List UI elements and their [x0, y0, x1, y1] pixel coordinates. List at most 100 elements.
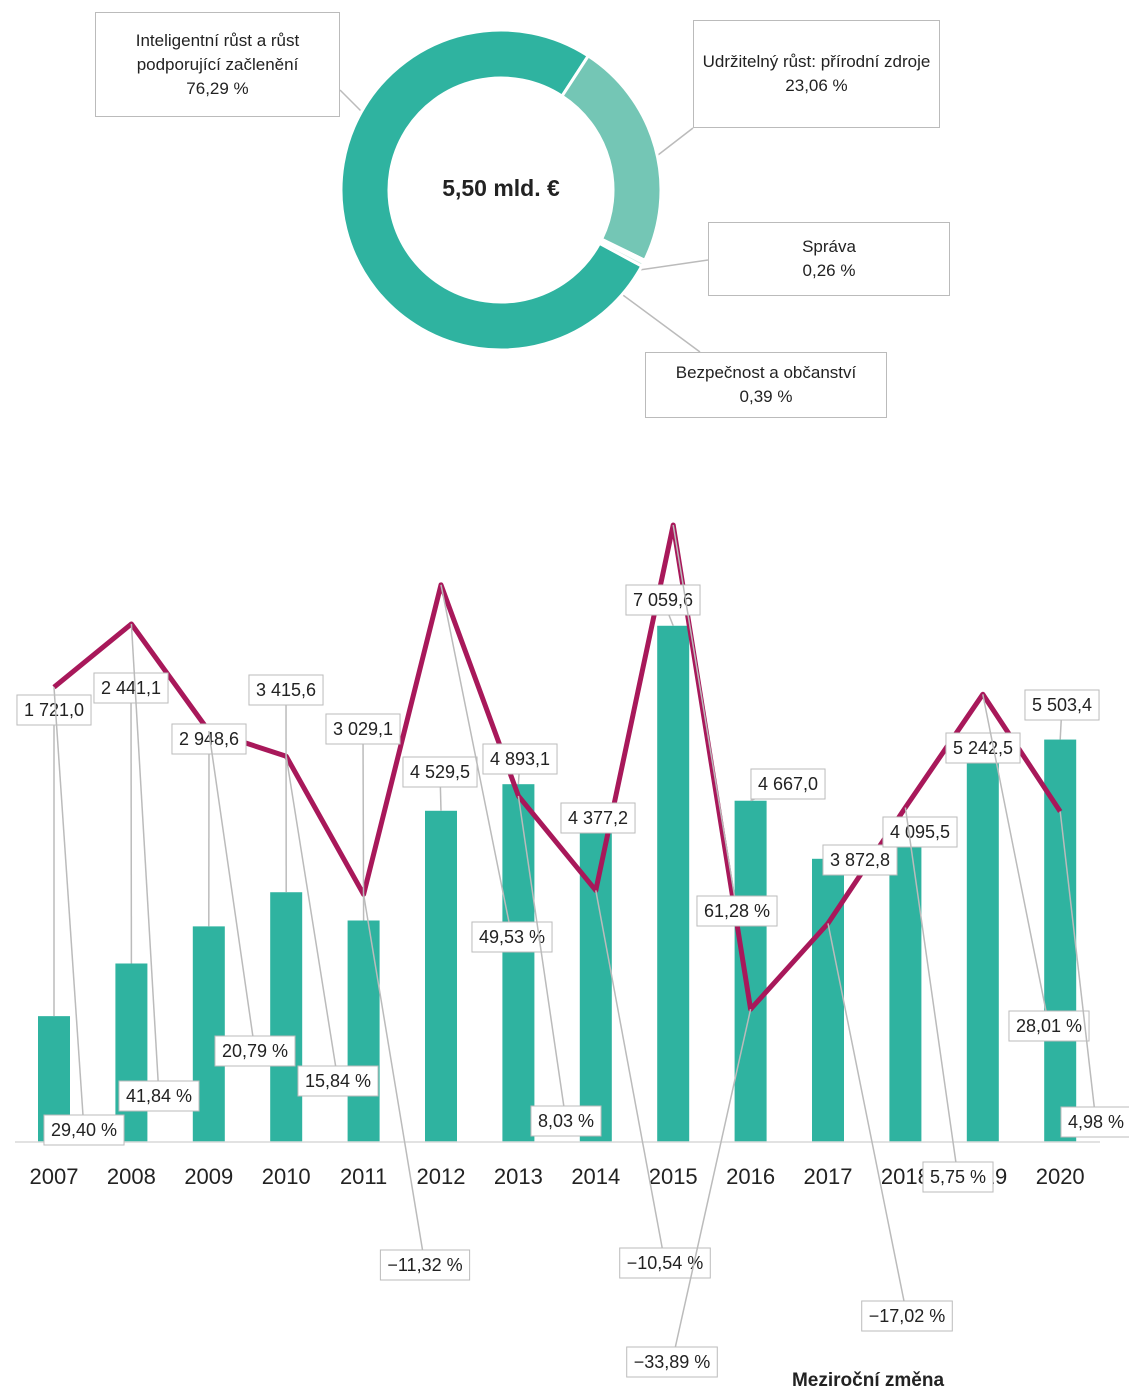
segment-name: Udržitelný růst: přírodní zdroje: [702, 52, 931, 71]
segment-name: Inteligentní růst a růst podporující zač…: [135, 30, 300, 74]
donut-callout: Bezpečnost a občanství 0,39 %: [645, 352, 887, 418]
data-label: 5,75 %: [930, 1167, 986, 1187]
bar: [270, 892, 303, 1142]
data-label-box: [379, 1249, 471, 1281]
data-label-pointer: [440, 584, 513, 938]
bar: [889, 842, 922, 1142]
data-label-box: [297, 1065, 379, 1097]
data-label-box: [861, 1300, 953, 1332]
bar: [425, 810, 457, 1142]
data-label-box: [1060, 1106, 1129, 1138]
x-tick-label: 2010: [262, 1164, 311, 1189]
data-label-pointer: [517, 795, 567, 1122]
segment-value: 0,26 %: [802, 261, 856, 280]
data-label-box: [93, 672, 169, 704]
donut-callout: Správa 0,26 %: [708, 222, 950, 296]
data-label-box: [922, 1161, 994, 1193]
data-label-pointer: [362, 894, 426, 1266]
data-label-pointer: [362, 728, 365, 921]
x-tick-label: 2011: [340, 1164, 387, 1189]
data-label-pointer: [1059, 811, 1097, 1123]
segment-value: 23,06 %: [785, 76, 848, 95]
data-label-pointer: [827, 923, 908, 1317]
data-label: 7 059,6: [633, 590, 693, 610]
x-tick-label: 2016: [726, 1164, 775, 1189]
data-label-box: [214, 1035, 296, 1067]
bar: [966, 758, 999, 1142]
bar: [115, 963, 148, 1142]
data-label: −11,32 %: [387, 1255, 462, 1275]
data-label-pointer: [130, 623, 160, 1097]
data-label: 15,84 %: [305, 1071, 371, 1091]
data-label: 2 948,6: [179, 729, 239, 749]
data-label-box: [43, 1114, 125, 1146]
data-label-box: [248, 674, 324, 706]
bar: [502, 784, 535, 1142]
data-label: 2 441,1: [101, 678, 161, 698]
bar: [812, 858, 844, 1142]
data-label-box: [325, 713, 401, 745]
data-label: 28,01 %: [1016, 1016, 1082, 1036]
data-label-box: [696, 895, 778, 927]
data-label: 1 721,0: [24, 700, 84, 720]
data-label: 61,28 %: [704, 901, 770, 921]
data-label-box: [945, 732, 1021, 764]
bar: [579, 821, 612, 1142]
data-label-box: [619, 1247, 711, 1279]
x-tick-label: 2015: [649, 1164, 698, 1189]
data-label: 4 377,2: [568, 808, 628, 828]
data-label: 20,79 %: [222, 1041, 288, 1061]
data-label: −17,02 %: [869, 1306, 946, 1326]
data-label: 4 095,5: [890, 822, 950, 842]
data-label-pointer: [672, 524, 738, 912]
data-label-box: [16, 694, 92, 726]
data-label-box: [626, 1346, 718, 1378]
data-label-box: [118, 1080, 200, 1112]
data-label: 8,03 %: [538, 1111, 594, 1131]
bar: [347, 920, 380, 1142]
segment-value: 76,29 %: [186, 78, 249, 98]
bar: [657, 625, 690, 1142]
data-label: −10,54 %: [627, 1253, 704, 1273]
segment-name: Bezpečnost a občanství: [675, 363, 857, 382]
segment-name: Správa: [802, 237, 856, 256]
donut-segment: [559, 53, 663, 263]
data-label-box: [171, 723, 247, 755]
data-label-box: [882, 816, 958, 848]
x-tick-label: 2009: [184, 1164, 233, 1189]
data-label: 4 529,5: [410, 762, 470, 782]
data-label-box: [750, 768, 826, 800]
data-label: 41,84 %: [126, 1086, 192, 1106]
data-label: 5 242,5: [953, 738, 1013, 758]
x-tick-label: 2018: [881, 1164, 930, 1189]
data-label-box: [560, 802, 636, 834]
donut-segment: [339, 28, 644, 352]
segment-value: 0,39 %: [739, 387, 793, 406]
x-tick-label: 2020: [1036, 1164, 1085, 1189]
x-tick-label: 2017: [804, 1164, 853, 1189]
x-tick-label: 2014: [571, 1164, 620, 1189]
data-label: −33,89 %: [634, 1352, 711, 1372]
donut-center-label: 5,50 mld. €: [442, 175, 560, 201]
data-label: 3 029,1: [333, 719, 393, 739]
data-label-box: [1008, 1010, 1090, 1042]
data-label: 3 872,8: [830, 850, 890, 870]
data-label-box: [402, 756, 478, 788]
data-label: 49,53 %: [479, 927, 545, 947]
data-label-pointer: [53, 687, 85, 1131]
leader-line: [657, 127, 694, 156]
x-tick-label: 2007: [30, 1164, 79, 1189]
leader-line: [611, 286, 701, 353]
data-label: 4,98 %: [1068, 1112, 1124, 1132]
data-label: 29,40 %: [51, 1120, 117, 1140]
x-tick-label: 2008: [107, 1164, 156, 1189]
data-label: 4 893,1: [490, 749, 550, 769]
data-label: 5 503,4: [1032, 695, 1092, 715]
data-label-box: [482, 743, 558, 775]
data-label-pointer: [595, 890, 666, 1264]
legend-label: Meziroční změna: [792, 1370, 944, 1391]
donut-callout: Udržitelný růst: přírodní zdroje 23,06 %: [693, 20, 940, 128]
bar: [734, 800, 767, 1142]
bar: [1044, 739, 1077, 1142]
